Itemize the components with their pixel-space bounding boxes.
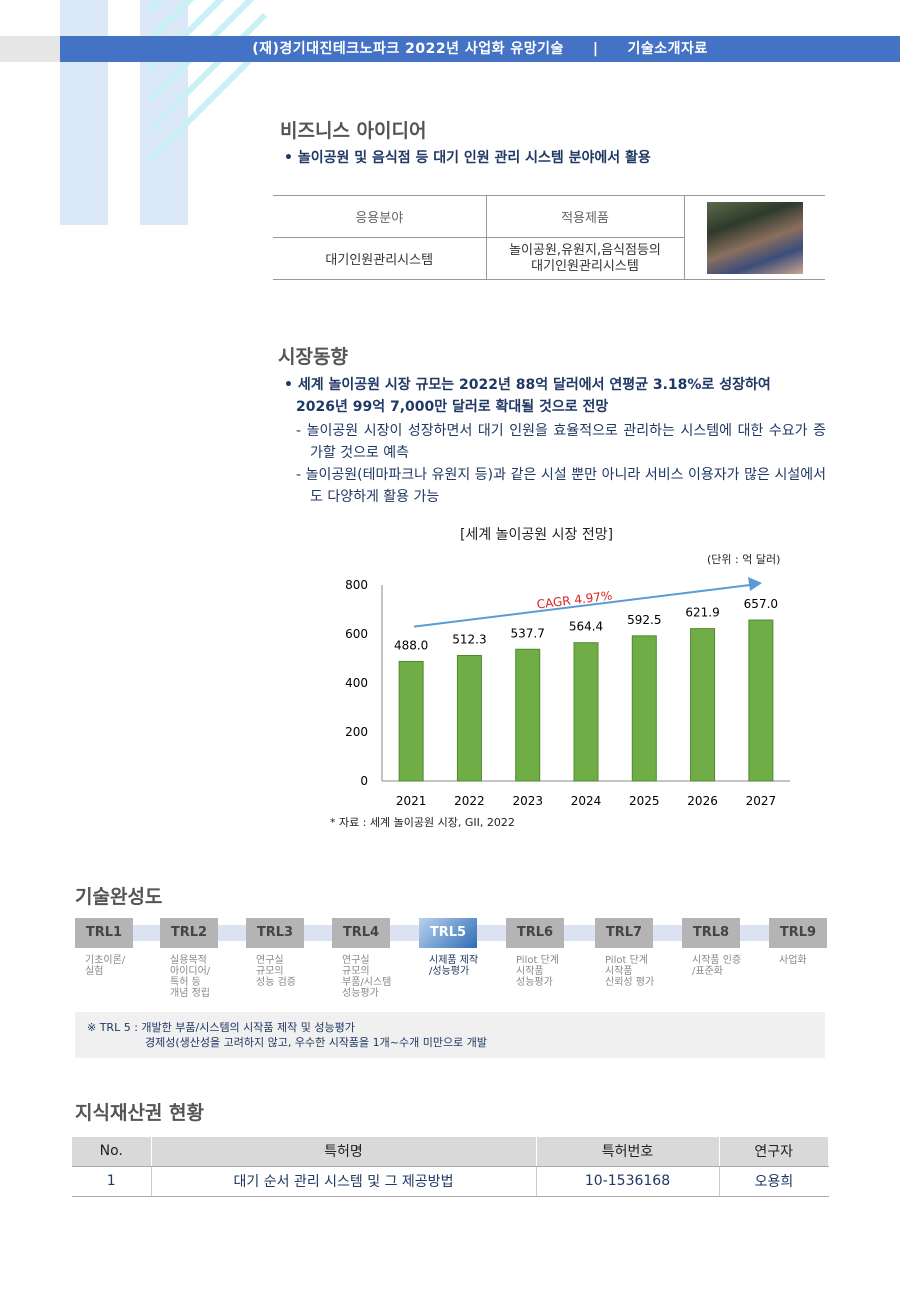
table-header: No. bbox=[72, 1137, 152, 1167]
table-header: 특허번호 bbox=[536, 1137, 720, 1167]
decoration bbox=[60, 0, 108, 225]
x-tick-label: 2023 bbox=[512, 794, 543, 808]
trl-level-2: TRL2 bbox=[160, 918, 218, 948]
table-row: 1 대기 순서 관리 시스템 및 그 제공방법 10-1536168 오용희 bbox=[72, 1166, 829, 1197]
bar-2022 bbox=[456, 654, 482, 782]
application-table: 응용분야 적용제품 대기인원관리시스템 놀이공원,유원지,음식점등의 대기인원관리시… bbox=[273, 195, 825, 280]
x-tick-label: 2021 bbox=[396, 794, 427, 808]
market-sub2: - 놀이공원(테마파크나 유원지 등)과 같은 시설 뿐만 아니라 서비스 이용… bbox=[296, 467, 826, 505]
trl-desc-7: Pilot 단계 시작품 신뢰성 평가 bbox=[605, 955, 655, 988]
bar-2027 bbox=[748, 619, 774, 782]
y-tick-label: 800 bbox=[345, 578, 368, 592]
table-cell: 오용희 bbox=[719, 1166, 829, 1197]
arrow-head-icon bbox=[748, 577, 762, 591]
chart-unit: (단위 : 억 달러) bbox=[707, 553, 781, 566]
trl-level-9: TRL9 bbox=[769, 918, 827, 948]
x-tick-label: 2026 bbox=[687, 794, 718, 808]
trl-desc-9: 사업화 bbox=[779, 955, 807, 966]
section-heading-business: 비즈니스 아이디어 bbox=[280, 120, 427, 142]
data-label: 657.0 bbox=[744, 597, 778, 611]
trl-level-5: TRL5 bbox=[419, 918, 477, 948]
trl-desc-8: 시작품 인증 /표준화 bbox=[692, 955, 742, 977]
trl-level-1: TRL1 bbox=[75, 918, 133, 948]
table-cell: 대기인원관리시스템 bbox=[273, 237, 487, 280]
trl-note-line1: ※ TRL 5 : 개발한 부품/시스템의 시작품 제작 및 성능평가 bbox=[87, 1021, 355, 1034]
section-heading-ip: 지식재산권 현황 bbox=[75, 1102, 204, 1124]
trl-desc-4: 연구실 규모의 부품/시스템 성능평가 bbox=[342, 955, 392, 999]
business-bullet: • 놀이공원 및 음식점 등 대기 인원 관리 시스템 분야에서 활용 bbox=[284, 150, 651, 166]
market-bullet-line2: 2026년 99억 7,000만 달러로 확대될 것으로 전망 bbox=[296, 399, 609, 415]
y-tick-label: 600 bbox=[345, 627, 368, 641]
market-bullet-line1: 세계 놀이공원 시장 규모는 2022년 88억 달러에서 연평균 3.18%로… bbox=[297, 377, 771, 393]
table-cell: 10-1536168 bbox=[536, 1166, 720, 1197]
data-label: 488.0 bbox=[394, 638, 428, 652]
section-heading-market: 시장동향 bbox=[278, 346, 348, 368]
x-tick-label: 2024 bbox=[571, 794, 602, 808]
market-bar-chart: 0 200 400 600 800 488.0 2021 512.3 2022 537.7 2023… bbox=[345, 577, 790, 808]
patent-table: No. 특허명 특허번호 연구자 1 대기 순서 관리 시스템 및 그 제공방법 10-1… bbox=[72, 1137, 829, 1197]
bar-2024 bbox=[573, 642, 599, 782]
chart-title: [세계 놀이공원 시장 전망] bbox=[460, 527, 614, 543]
cagr-annotation: CAGR 4.97% bbox=[536, 588, 613, 611]
y-tick-label: 200 bbox=[345, 725, 368, 739]
bar-2021 bbox=[398, 660, 424, 782]
table-header: 특허명 bbox=[151, 1137, 537, 1167]
bar-2026 bbox=[690, 628, 716, 782]
data-label: 564.4 bbox=[569, 620, 603, 634]
data-label: 512.3 bbox=[452, 632, 486, 646]
header-title: (재)경기대진테크노파크 2022년 사업화 유망기술 | 기술소개자료 bbox=[60, 36, 900, 62]
trl-level-4: TRL4 bbox=[332, 918, 390, 948]
bar-2023 bbox=[515, 648, 541, 782]
x-tick-label: 2022 bbox=[454, 794, 485, 808]
trl-level-6: TRL6 bbox=[506, 918, 564, 948]
table-header: 응용분야 bbox=[273, 195, 487, 238]
y-tick-label: 400 bbox=[345, 676, 368, 690]
stripe-decoration bbox=[147, 0, 268, 163]
data-label: 621.9 bbox=[685, 606, 719, 620]
y-tick-label: 0 bbox=[360, 774, 368, 788]
cagr-arrow bbox=[413, 584, 751, 628]
trl-desc-5: 시제품 제작 /성능평가 bbox=[429, 955, 479, 977]
data-label: 537.7 bbox=[511, 626, 545, 640]
trl-desc-6: Pilot 단계 시작품 성능평가 bbox=[516, 955, 559, 988]
x-tick-label: 2027 bbox=[746, 794, 777, 808]
chart-source: * 자료 : 세계 놀이공원 시장, GII, 2022 bbox=[330, 816, 515, 829]
trl-level-8: TRL8 bbox=[682, 918, 740, 948]
trl-note: ※ TRL 5 : 개발한 부품/시스템의 시작품 제작 및 성능평가 경제성(… bbox=[75, 1012, 825, 1058]
market-sub1: - 놀이공원 시장이 성장하면서 대기 인원을 효율적으로 관리하는 시스템에 … bbox=[296, 423, 826, 461]
table-header: 연구자 bbox=[719, 1137, 829, 1167]
table-cell: 놀이공원,유원지,음식점등의 대기인원관리시스템 bbox=[486, 237, 685, 280]
trl-desc-1: 기초이론/ 실험 bbox=[85, 955, 126, 977]
trl-desc-3: 연구실 규모의 성능 검증 bbox=[256, 955, 296, 988]
table-cell: 대기 순서 관리 시스템 및 그 제공방법 bbox=[151, 1166, 537, 1197]
trl-level-3: TRL3 bbox=[246, 918, 304, 948]
header-left-band bbox=[0, 36, 60, 62]
table-header: 적용제품 bbox=[486, 195, 685, 238]
x-tick-label: 2025 bbox=[629, 794, 660, 808]
trl-note-line2: 경제성(생산성을 고려하지 않고, 우수한 시작품을 1개~수개 미만으로 개발 bbox=[145, 1036, 487, 1049]
crowd-photo bbox=[706, 201, 803, 274]
trl-desc-2: 실용목적 아이디어/ 특허 등 개념 정립 bbox=[170, 955, 211, 999]
section-heading-trl: 기술완성도 bbox=[75, 886, 163, 908]
trl-level-7: TRL7 bbox=[595, 918, 653, 948]
table-cell: 1 bbox=[72, 1166, 152, 1197]
bar-2025 bbox=[631, 635, 657, 782]
data-label: 592.5 bbox=[627, 613, 661, 627]
